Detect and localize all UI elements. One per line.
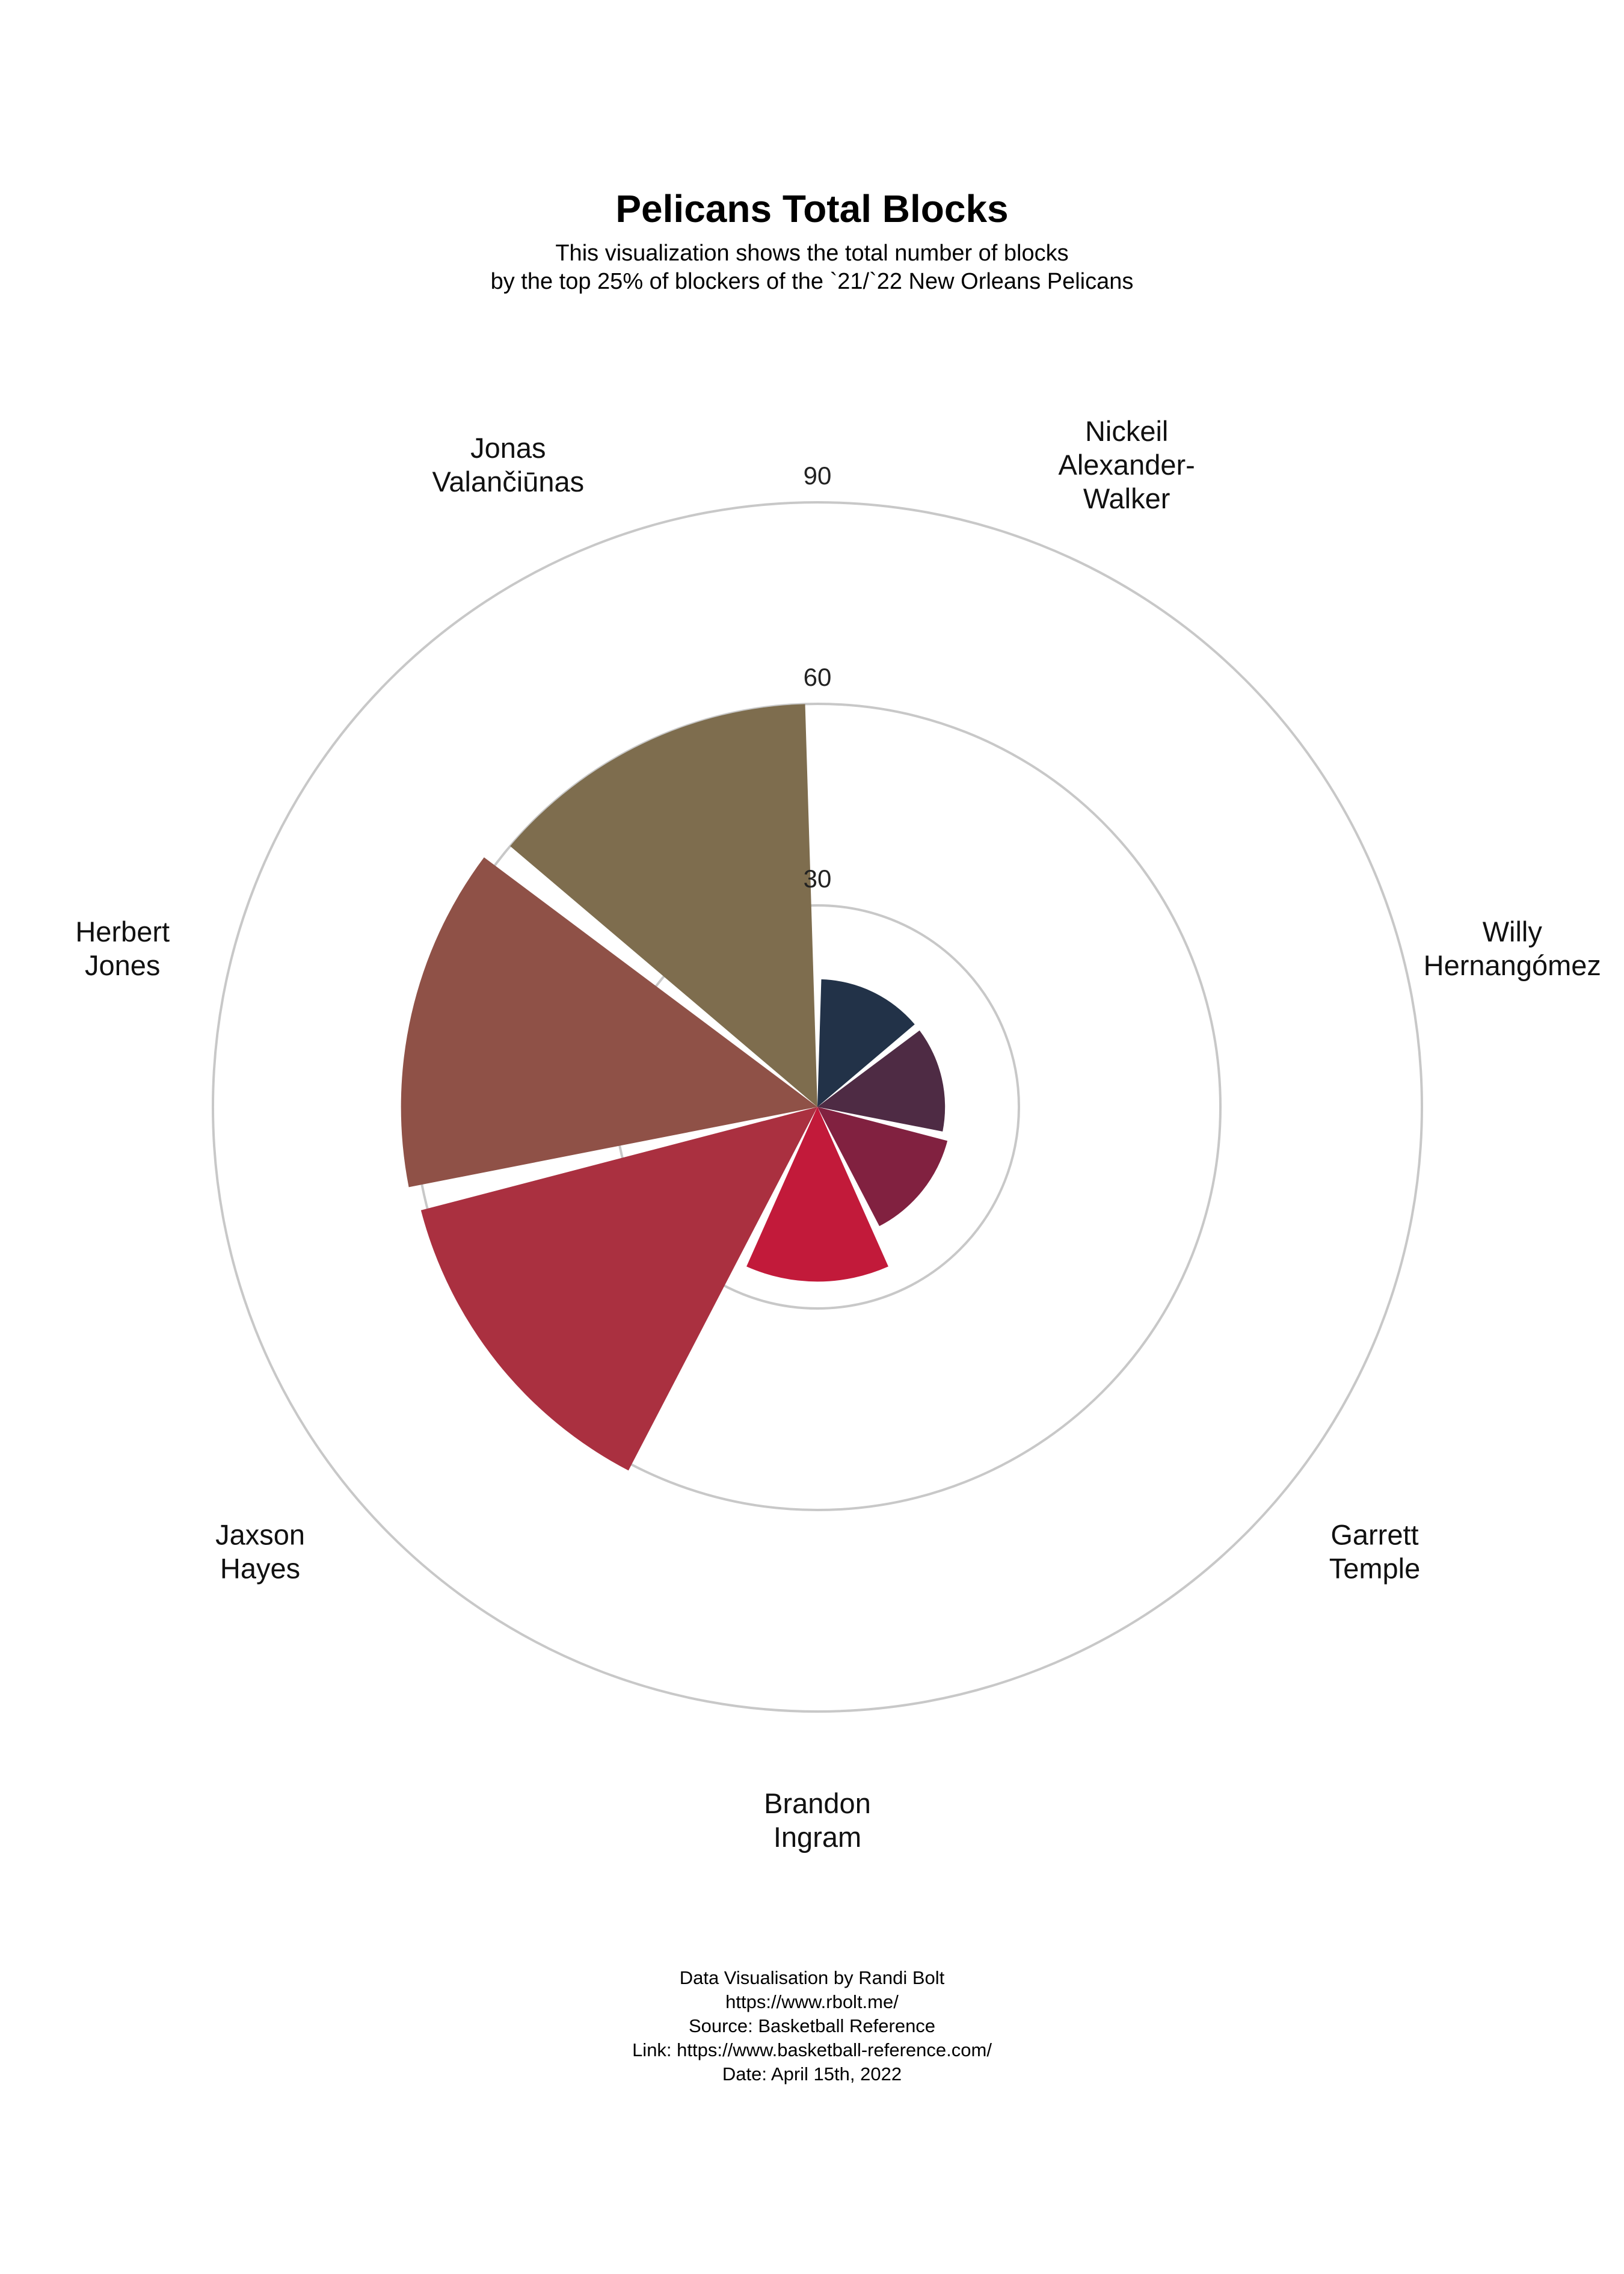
chart-subtitle-line-1: This visualization shows the total numbe… <box>555 241 1069 266</box>
radial-tick-labels: 30 60 90 <box>804 461 832 893</box>
chart-subtitle-line-2: by the top 25% of blockers of the `21/`2… <box>490 269 1134 294</box>
category-label-line: Brandon <box>764 1787 871 1819</box>
footer-website: https://www.rbolt.me/ <box>725 1991 899 2012</box>
bar-5 <box>420 1107 817 1471</box>
category-label-line: Nickeil <box>1085 415 1168 447</box>
category-label: Nickeil Alexander-Walker <box>1059 415 1195 514</box>
category-label-line: Jonas <box>470 432 546 464</box>
category-label-line: Jones <box>85 949 160 981</box>
radial-gridlines <box>212 501 1423 1713</box>
bar-1 <box>817 979 915 1107</box>
bar-2 <box>817 1030 946 1132</box>
footer-credit: Data Visualisation by Randi Bolt <box>679 1967 945 1988</box>
chart-title: Pelicans Total Blocks <box>615 187 1009 230</box>
category-label-line: Temple <box>1329 1553 1421 1585</box>
category-label: Willy Hernangómez <box>1424 916 1601 981</box>
footer-date: Date: April 15th, 2022 <box>722 2063 902 2084</box>
category-label: Herbert Jones <box>75 916 170 981</box>
bars <box>401 704 948 1471</box>
bar-4 <box>746 1107 888 1282</box>
category-label-line: Alexander- <box>1059 449 1195 481</box>
category-label: Jonas Valančiūnas <box>432 432 585 498</box>
category-label: Garrett Temple <box>1329 1519 1421 1585</box>
bar-6 <box>401 857 817 1188</box>
radial-tick-label: 60 <box>804 663 832 691</box>
radial-tick-label: 30 <box>804 864 832 893</box>
category-label-line: Hernangómez <box>1424 949 1601 981</box>
category-label-line: Herbert <box>75 916 170 948</box>
category-label-line: Walker <box>1083 482 1170 514</box>
gridline-90 <box>212 501 1423 1713</box>
bar-7 <box>510 704 817 1107</box>
category-label: Brandon Ingram <box>764 1787 871 1853</box>
category-label-line: Hayes <box>220 1553 300 1585</box>
bar-3 <box>817 1107 948 1227</box>
category-label-line: Ingram <box>774 1821 861 1853</box>
category-labels: Nickeil Alexander-Walker Willy Hernangómez G… <box>75 415 1601 1853</box>
category-label-line: Willy <box>1483 916 1543 948</box>
category-label-line: Jaxson <box>215 1519 305 1551</box>
footer-link: Link: https://www.basketball-reference.c… <box>632 2039 992 2060</box>
category-label-line: Valančiūnas <box>432 466 585 498</box>
category-label-line: Garrett <box>1330 1519 1418 1551</box>
footer-source: Source: Basketball Reference <box>688 2015 936 2036</box>
radial-tick-label: 90 <box>804 461 832 490</box>
category-label: Jaxson Hayes <box>215 1519 305 1585</box>
